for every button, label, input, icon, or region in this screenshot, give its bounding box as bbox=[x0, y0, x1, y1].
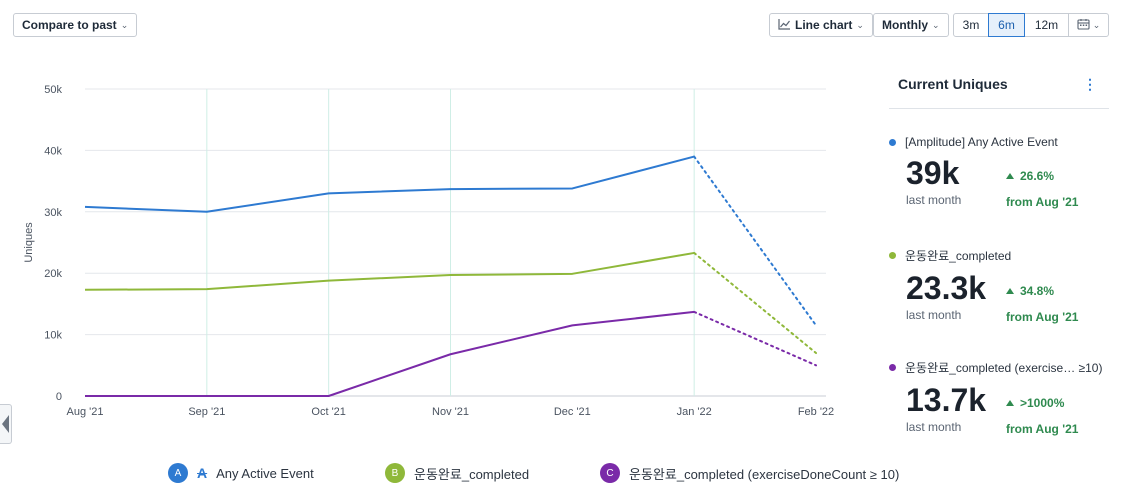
y-axis-label: Uniques bbox=[23, 222, 35, 263]
series-dot bbox=[889, 138, 896, 146]
range-6m-button[interactable]: 6m bbox=[988, 13, 1025, 37]
metric-compare-period: from Aug '21 bbox=[1006, 195, 1079, 209]
metric-card-completed-filtered: 운동완료_completed (exercise… ≥10) 13.7k las… bbox=[889, 359, 1109, 436]
metric-change: >1000% bbox=[1020, 396, 1065, 410]
y-tick-label: 20k bbox=[44, 268, 62, 280]
metric-name: [Amplitude] Any Active Event bbox=[905, 135, 1058, 149]
legend-item-a[interactable]: A A Any Active Event bbox=[168, 463, 314, 483]
chevron-down-icon: ⌄ bbox=[856, 19, 864, 30]
chevron-down-icon: ⌄ bbox=[1092, 19, 1101, 30]
y-tick-label: 50k bbox=[44, 84, 62, 96]
chevron-down-icon: ⌄ bbox=[932, 19, 940, 30]
range-selector: 3m 6m 12m ⌄ bbox=[953, 13, 1109, 37]
y-tick-label: 10k bbox=[44, 330, 62, 342]
series-dot bbox=[889, 364, 896, 371]
line-chart-icon bbox=[778, 18, 791, 33]
interval-label: Monthly bbox=[882, 18, 928, 32]
legend-label: Any Active Event bbox=[216, 465, 314, 481]
metric-change: 26.6% bbox=[1020, 169, 1055, 183]
legend-badge: A bbox=[168, 463, 188, 483]
panel-header: Current Uniques ⋮ bbox=[889, 60, 1109, 109]
series-incomplete-segment bbox=[693, 251, 817, 355]
interval-button[interactable]: Monthly ⌄ bbox=[873, 13, 949, 37]
metric-period: last month bbox=[906, 308, 962, 322]
metric-card-completed: 운동완료_completed 23.3k last month 34.8% fr… bbox=[889, 247, 1109, 324]
metric-period: last month bbox=[906, 420, 962, 434]
metric-value: 39k bbox=[906, 155, 960, 191]
up-arrow-icon bbox=[1006, 173, 1014, 179]
caret-left-icon bbox=[2, 415, 9, 433]
calendar-icon bbox=[1077, 18, 1090, 33]
up-arrow-icon bbox=[1006, 400, 1014, 406]
legend-label: 운동완료_completed (exerciseDoneCount ≥ 10) bbox=[629, 466, 900, 482]
chevron-down-icon: ⌄ bbox=[120, 19, 129, 30]
series-line bbox=[84, 251, 695, 291]
x-tick-label: Oct '21 bbox=[311, 406, 346, 418]
metric-period: last month bbox=[906, 193, 962, 207]
chart-type-button[interactable]: Line chart ⌄ bbox=[769, 13, 873, 37]
x-tick-label: Nov '21 bbox=[432, 406, 469, 418]
y-tick-label: 0 bbox=[56, 391, 62, 403]
more-options-icon[interactable]: ⋮ bbox=[1083, 75, 1097, 92]
range-3m-button[interactable]: 3m bbox=[953, 13, 989, 37]
series-line bbox=[85, 310, 695, 397]
y-tick-label: 40k bbox=[44, 145, 62, 157]
metric-change: 34.8% bbox=[1020, 284, 1055, 298]
legend-item-b[interactable]: B 운동완료_completed bbox=[385, 463, 529, 483]
metric-compare-period: from Aug '21 bbox=[1006, 422, 1079, 436]
range-12m-button[interactable]: 12m bbox=[1024, 13, 1069, 37]
chart-type-label: Line chart bbox=[795, 18, 853, 32]
panel-title: Current Uniques bbox=[898, 76, 1008, 92]
metric-compare-period: from Aug '21 bbox=[1006, 310, 1079, 324]
y-tick-label: 30k bbox=[44, 207, 62, 219]
metric-value: 13.7k bbox=[906, 382, 987, 418]
compare-to-past-button[interactable]: Compare to past ⌄ bbox=[13, 13, 138, 37]
up-arrow-icon bbox=[1006, 288, 1014, 294]
current-uniques-panel: Current Uniques ⋮ [Amplitude] Any Active… bbox=[889, 60, 1109, 436]
compare-label: Compare to past bbox=[22, 18, 117, 32]
legend-item-c[interactable]: C 운동완료_completed (exerciseDoneCount ≥ 10… bbox=[600, 463, 899, 483]
collapse-sidebar-handle[interactable] bbox=[0, 404, 12, 444]
x-tick-label: Aug '21 bbox=[67, 406, 104, 418]
series-dot bbox=[889, 252, 896, 259]
series-incomplete-segment bbox=[693, 155, 817, 327]
metric-card-any-active-event: [Amplitude] Any Active Event 39k last mo… bbox=[889, 135, 1109, 209]
date-picker-button[interactable]: ⌄ bbox=[1068, 13, 1109, 37]
metric-value: 23.3k bbox=[906, 270, 987, 306]
legend-badge: C bbox=[600, 463, 620, 483]
legend-badge: B bbox=[385, 463, 405, 483]
x-tick-label: Sep '21 bbox=[188, 406, 225, 418]
line-chart: 0 10k 20k 30k 40k 50k Aug '21 Sep '21 Oct '21 Nov… bbox=[23, 84, 834, 418]
x-tick-label: Feb '22 bbox=[798, 406, 834, 418]
legend-label: 운동완료_completed bbox=[414, 466, 530, 482]
metric-name: 운동완료_completed bbox=[905, 249, 1012, 263]
series-incomplete-segment bbox=[693, 310, 817, 367]
x-tick-label: Jan '22 bbox=[677, 406, 712, 418]
x-tick-label: Dec '21 bbox=[554, 406, 591, 418]
series-line bbox=[84, 155, 695, 213]
metric-name: 운동완료_completed (exercise… ≥10) bbox=[905, 361, 1103, 375]
any-event-icon: A bbox=[197, 465, 208, 481]
